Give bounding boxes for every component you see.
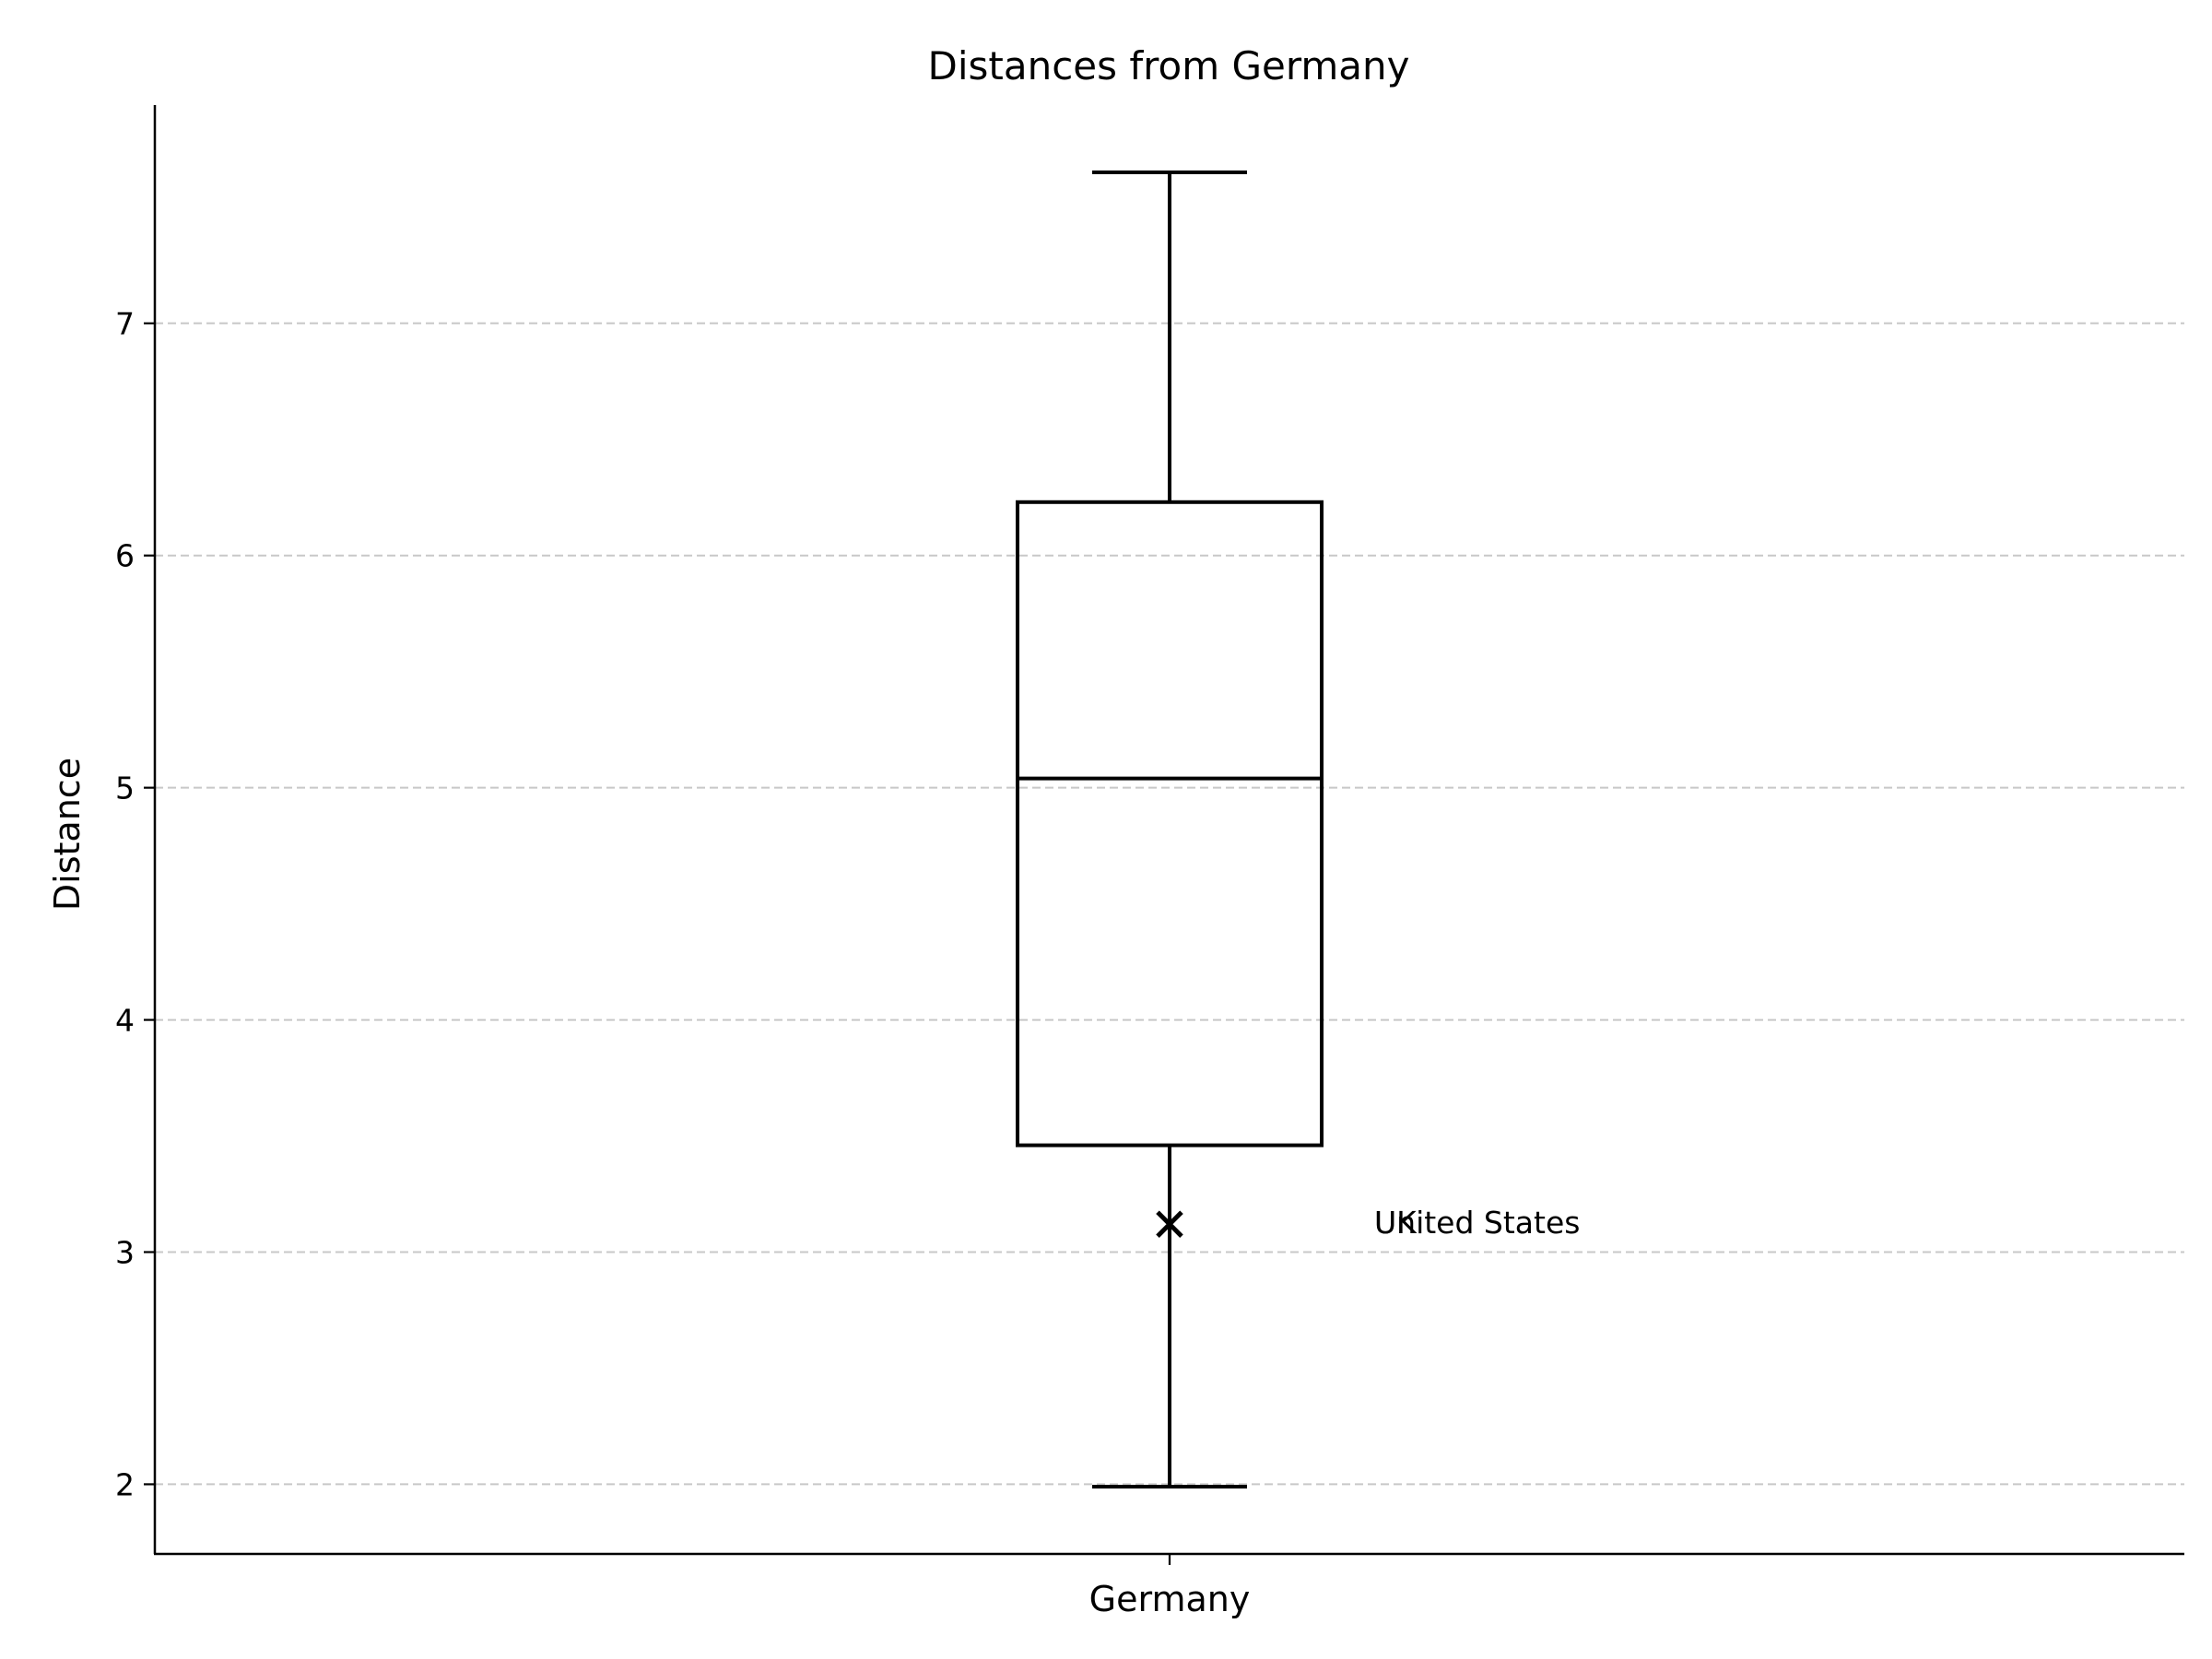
point-marker-0 (1156, 1210, 1183, 1239)
box-plot (1016, 171, 1324, 1488)
data-points (1156, 1210, 1183, 1239)
y-tick-label-2: 2 (115, 1466, 135, 1502)
point-marker-stroke-b (1156, 1210, 1183, 1239)
chart-title: Distances from Germany (927, 43, 1409, 88)
y-tick-label-3: 3 (115, 1235, 135, 1271)
y-tick-label-6: 6 (115, 538, 135, 574)
y-tick-label-4: 4 (115, 1003, 135, 1039)
y-tick-label-5: 5 (115, 771, 135, 806)
annotation-label-0: United States (1374, 1205, 1580, 1241)
y-axis-label: Distance (47, 758, 88, 911)
annotation-label-1: UK (1374, 1205, 1418, 1241)
box-iqr-germany (1016, 500, 1324, 1147)
y-tick-label-7: 7 (115, 306, 135, 342)
x-tick-label-germany: Germany (1089, 1579, 1251, 1619)
axis-ticks: 2 3 4 5 6 7 Germany (115, 306, 1250, 1619)
